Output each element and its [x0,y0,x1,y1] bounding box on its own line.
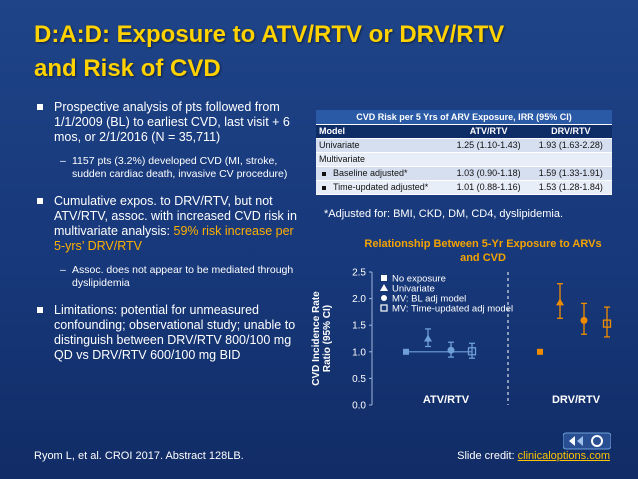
table-row: Multivariate [316,152,612,167]
bullet-1-sub: – 1157 pts (3.2%) developed CVD (MI, str… [34,155,306,180]
data-point-circle [580,316,588,324]
data-point-open-square [467,347,477,356]
bullet-1: Prospective analysis of pts followed fro… [34,100,306,145]
y-tick-label: 0.5 [352,374,366,385]
sub-bullet-icon [322,186,326,190]
data-point-open-square [602,319,612,328]
bullet-3-text: Limitations: potential for unmeasured co… [54,303,296,362]
table-cell-atv: 1.25 (1.10-1.43) [447,138,530,153]
table-header-drv: DRV/RTV [529,124,612,139]
table-cell-atv [447,152,530,167]
legend-label: MV: Time-updated adj model [392,304,513,315]
legend-label: MV: BL adj model [392,294,466,305]
table-cell-model: Baseline adjusted* [333,168,408,178]
chart-plot: CVD Incidence RateRatio (95% CI) 0.0 0.5 1.… [311,268,612,412]
table-cell-atv: 1.01 (0.88-1.16) [447,180,530,195]
credit-link[interactable]: clinicaloptions.com [517,450,610,462]
y-axis-label: CVD Incidence RateRatio (95% CI) [311,291,333,386]
table-cell-model: Multivariate [316,152,448,167]
bullet-2: Cumulative expos. to DRV/RTV, but not AT… [34,194,306,254]
dash-icon: – [60,155,66,167]
table-header-model: Model [316,124,448,139]
bullet-1-sub-text: 1157 pts (3.2%) developed CVD (MI, strok… [72,155,288,180]
bullet-2-sub-text: Assoc. does not appear to be mediated th… [72,264,294,289]
title-line-1: D:A:D: Exposure to ATV/RTV or DRV/RTV [34,21,505,48]
legend-marker-square [381,275,387,281]
y-tick-label: 0.0 [352,401,366,412]
legend-label: Univariate [392,284,435,295]
table-cell-drv: 1.93 (1.63-2.28) [529,138,612,153]
title-line-2: and Risk of CVD [34,55,221,82]
y-tick-label: 2.0 [352,294,366,305]
y-tick-label: 1.0 [352,347,366,358]
bullet-2-highlight: 59% risk increase per 5-yrs’ DRV/RTV [54,224,294,253]
table-cell-atv: 1.03 (0.90-1.18) [447,166,530,181]
bullet-list: Prospective analysis of pts followed fro… [34,100,306,373]
table-header-atv: ATV/RTV [447,124,530,139]
table-cell-model: Univariate [316,138,448,153]
table-cell-drv [529,152,612,167]
bullet-2-sub: – Assoc. does not appear to be mediated … [34,264,306,289]
legend-marker-triangle [380,284,388,291]
table-footnote: *Adjusted for: BMI, CKD, DM, CD4, dyslip… [324,208,564,220]
bullet-1-text: Prospective analysis of pts followed fro… [54,100,290,144]
category-label: ATV/RTV [423,394,470,406]
chart-title: Relationship Between 5-Yr Exposure to AR… [364,238,602,264]
table-row: Univariate 1.25 (1.10-1.43) 1.93 (1.63-2… [316,138,612,153]
slide-credit: Slide credit: clinicaloptions.com [457,450,610,462]
data-point-square [403,348,409,355]
data-point-circle [447,346,455,354]
clinical-options-logo [563,432,611,450]
bullet-square-icon [37,307,43,313]
source-citation: Ryom L, et al. CROI 2017. Abstract 128LB… [34,450,244,462]
table-cell-model: Time-updated adjusted* [333,182,429,192]
table-row: Time-updated adjusted* 1.01 (0.88-1.16) … [316,180,612,195]
dash-icon: – [60,264,66,276]
category-label: DRV/RTV [552,394,601,406]
data-point-triangle [556,298,564,306]
sub-bullet-icon [322,172,326,176]
bullet-2-text: Cumulative expos. to DRV/RTV, but not AT… [54,194,297,238]
bullet-3: Limitations: potential for unmeasured co… [34,303,306,363]
data-point-square [537,348,543,355]
irr-table: CVD Risk per 5 Yrs of ARV Exposure, IRR … [316,110,612,195]
legend-marker-circle [381,295,387,301]
data-point-triangle [424,334,432,342]
legend-marker-open-square [380,304,388,312]
slide-title: D:A:D: Exposure to ATV/RTV or DRV/RTV an… [34,18,614,86]
table-cell-drv: 1.59 (1.33-1.91) [529,166,612,181]
table-caption: CVD Risk per 5 Yrs of ARV Exposure, IRR … [316,110,612,125]
y-tick-label: 2.5 [352,268,366,279]
credit-label: Slide credit: [457,450,518,462]
legend-label: No exposure [392,274,446,285]
bullet-square-icon [37,104,43,110]
table-row: Baseline adjusted* 1.03 (0.90-1.18) 1.59… [316,166,612,181]
bullet-square-icon [37,198,43,204]
y-tick-label: 1.5 [352,321,366,332]
table-cell-drv: 1.53 (1.28-1.84) [529,180,612,195]
